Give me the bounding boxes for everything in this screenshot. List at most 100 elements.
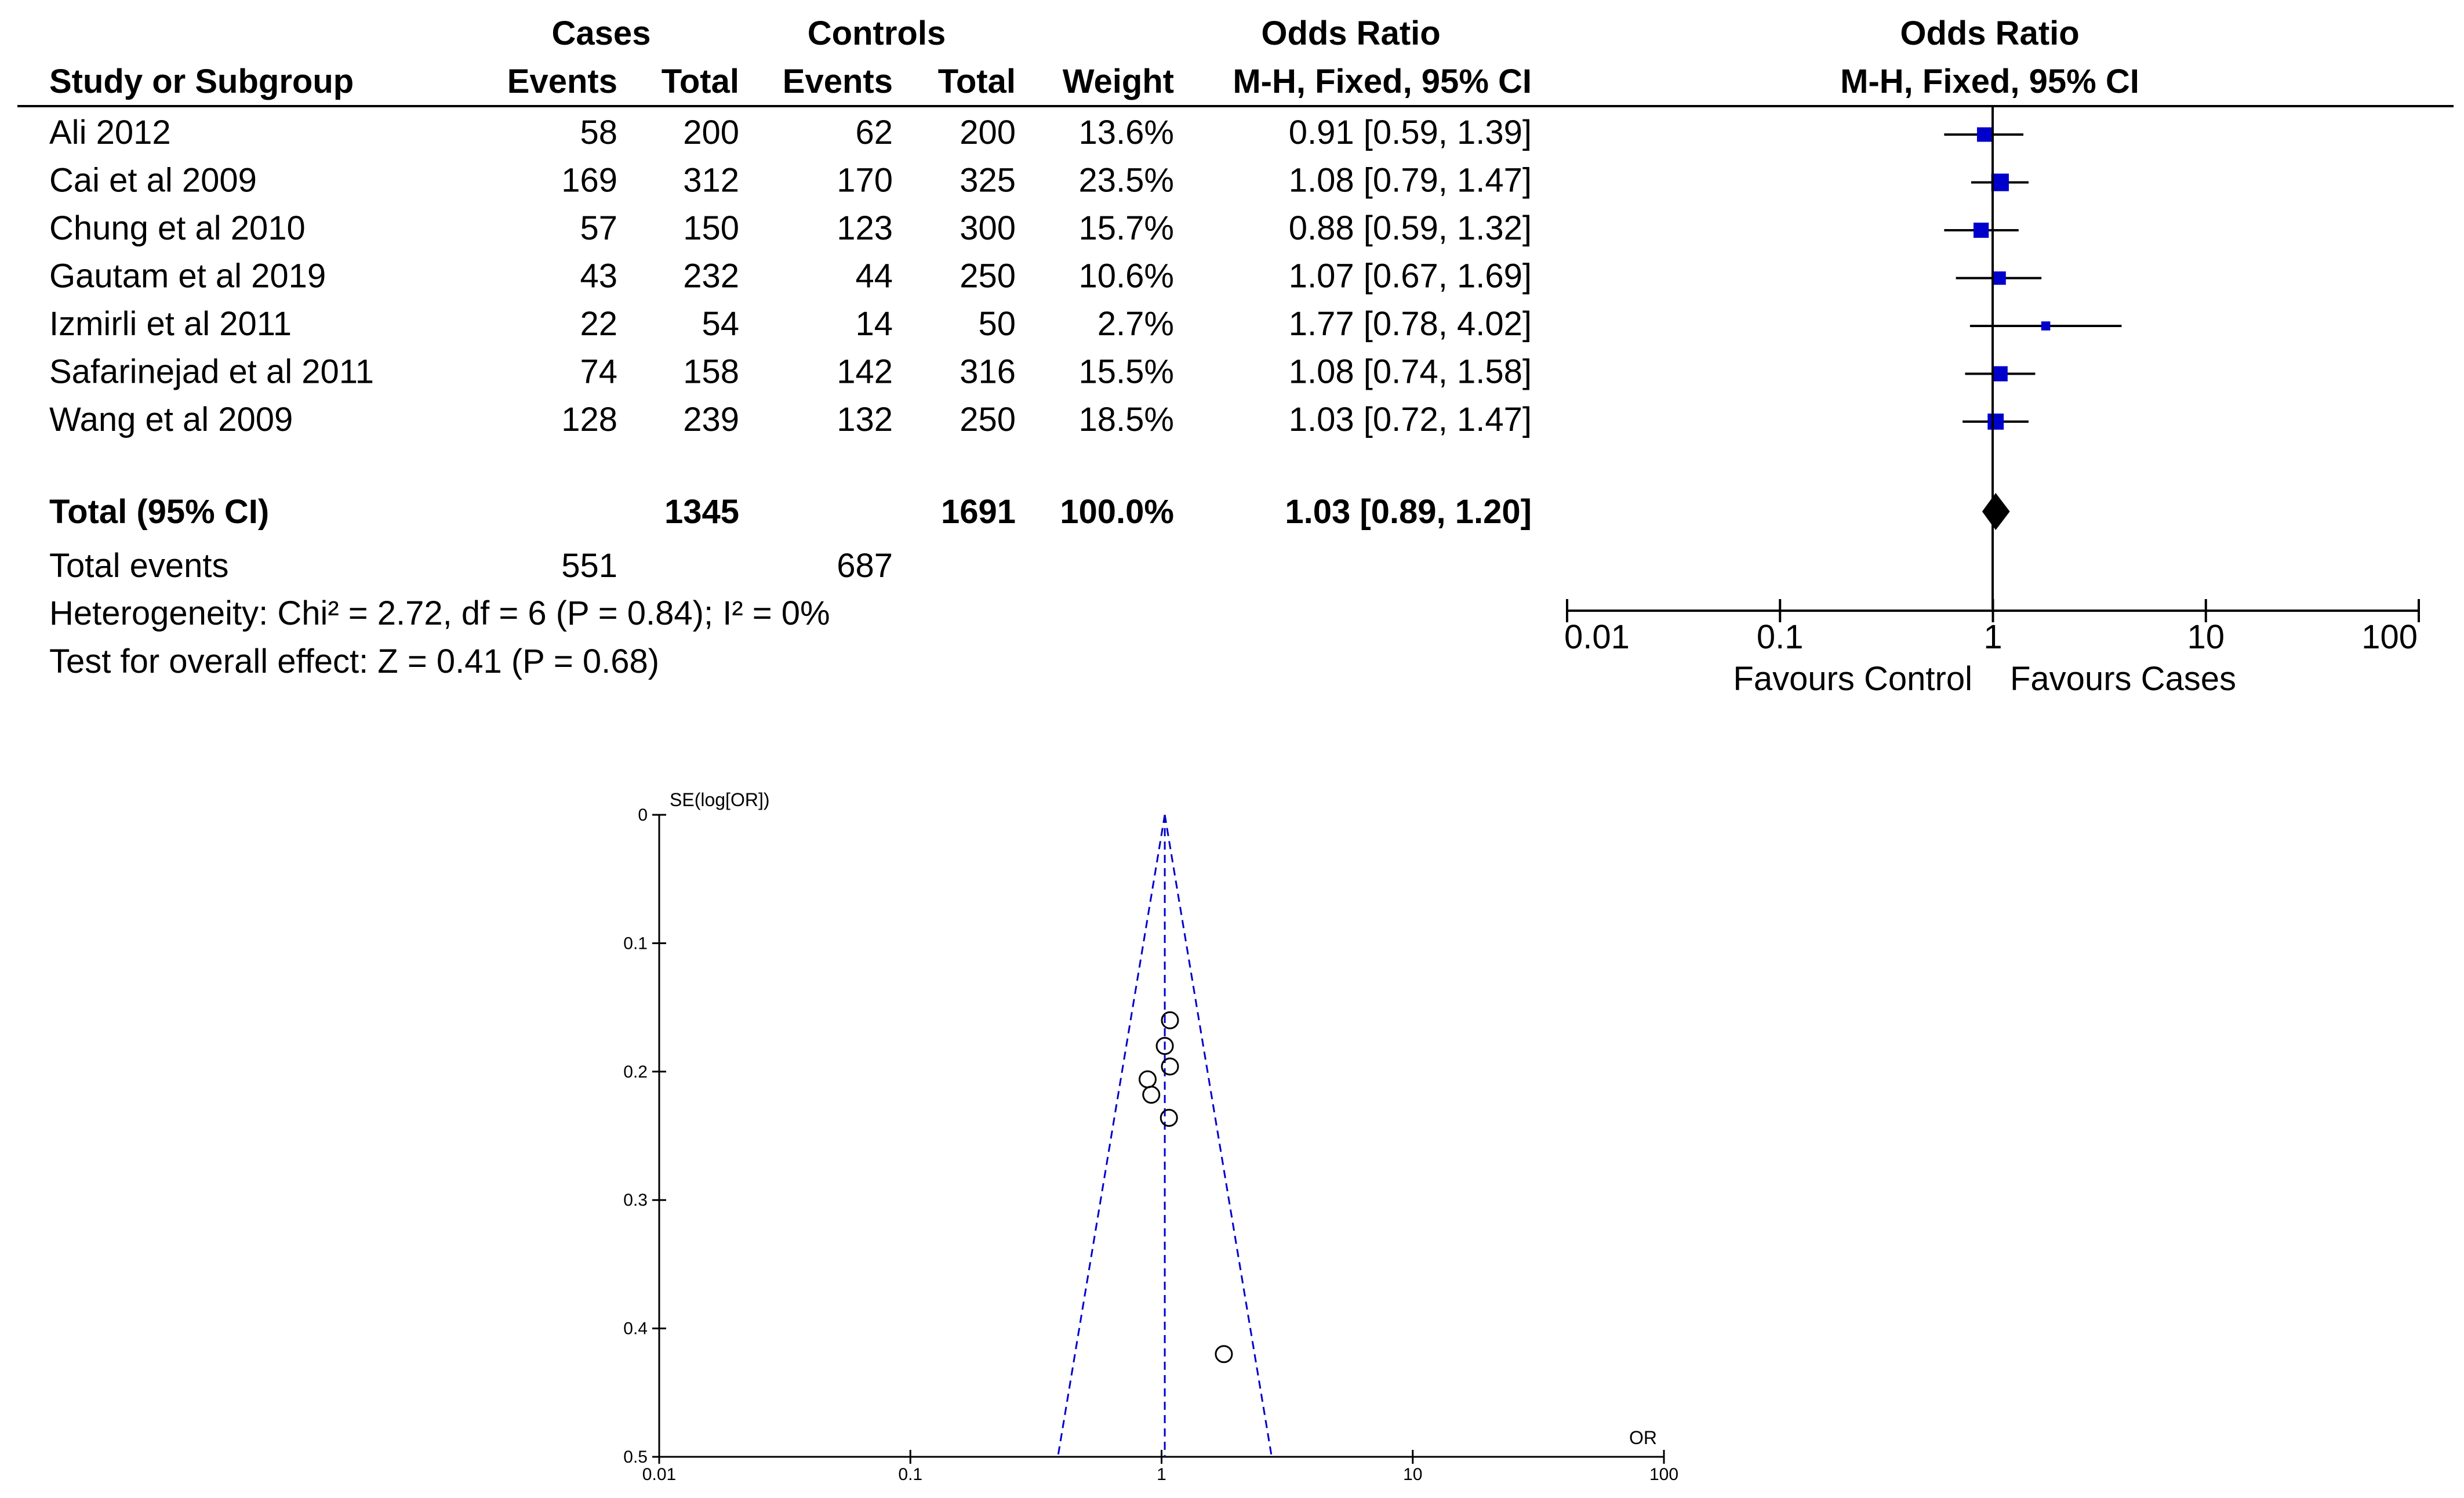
row-cases-total: 158 bbox=[683, 353, 739, 391]
row-ci-text: 1.77 [0.78, 4.02] bbox=[1289, 305, 1532, 343]
events-controls: 687 bbox=[837, 547, 893, 585]
funnel-left-boundary bbox=[1057, 814, 1166, 1457]
row-controls-total: 316 bbox=[960, 353, 1016, 391]
row-ci-text: 1.08 [0.74, 1.58] bbox=[1289, 353, 1532, 391]
forest-x-tick-label: 1 bbox=[1983, 618, 2002, 656]
row-weight: 2.7% bbox=[1097, 305, 1174, 343]
pooled-diamond bbox=[1982, 493, 2010, 530]
funnel-x-tick-label: 0.1 bbox=[898, 1465, 922, 1484]
forest-x-tick-label: 0.01 bbox=[1564, 618, 1630, 656]
row-study-name: Cai et al 2009 bbox=[49, 162, 257, 200]
point-estimate-square bbox=[1991, 173, 2009, 191]
row-cases-events: 128 bbox=[561, 401, 617, 438]
row-ci-text: 1.07 [0.67, 1.69] bbox=[1289, 257, 1532, 295]
funnel-y-tick-label: 0.2 bbox=[623, 1062, 648, 1082]
header-cases-events: Events bbox=[507, 63, 617, 100]
total-ci: 1.03 [0.89, 1.20] bbox=[1285, 493, 1532, 531]
total-label: Total (95% CI) bbox=[49, 493, 269, 531]
row-controls-events: 44 bbox=[855, 257, 893, 295]
funnel-point bbox=[1160, 1109, 1178, 1127]
funnel-x-tick-label: 10 bbox=[1403, 1465, 1422, 1484]
funnel-boundary bbox=[1057, 814, 1273, 1457]
row-cases-events: 169 bbox=[561, 162, 617, 200]
funnel-x-tick-label: 0.01 bbox=[642, 1465, 676, 1484]
row-study-name: Wang et al 2009 bbox=[49, 401, 293, 438]
header-plot-group: Odds Ratio bbox=[1900, 14, 2079, 52]
row-study-name: Izmirli et al 2011 bbox=[49, 305, 292, 343]
funnel-points bbox=[1138, 1011, 1233, 1363]
header-or-method: M-H, Fixed, 95% CI bbox=[1233, 63, 1532, 100]
row-weight: 15.7% bbox=[1079, 209, 1174, 247]
row-study-name: Ali 2012 bbox=[49, 114, 171, 151]
row-cases-total: 312 bbox=[683, 162, 739, 200]
row-controls-total: 200 bbox=[960, 114, 1016, 151]
funnel-x-tick-label: 100 bbox=[1649, 1465, 1678, 1484]
funnel-point bbox=[1138, 1070, 1157, 1089]
header-controls-group: Controls bbox=[808, 14, 946, 52]
forest-x-tick-label: 10 bbox=[2187, 618, 2225, 656]
row-controls-events: 123 bbox=[837, 209, 893, 247]
forest-x-ticks: 0.01 0.1 1 10 100 bbox=[1564, 599, 2420, 656]
row-cases-events: 58 bbox=[580, 114, 617, 151]
row-cases-total: 239 bbox=[683, 401, 739, 438]
funnel-x-label: OR bbox=[1629, 1427, 1657, 1448]
row-cases-events: 74 bbox=[580, 353, 617, 391]
header-plot-method: M-H, Fixed, 95% CI bbox=[1840, 63, 2139, 100]
row-weight: 10.6% bbox=[1079, 257, 1174, 295]
row-cases-events: 57 bbox=[580, 209, 617, 247]
events-cases: 551 bbox=[561, 547, 617, 585]
heterogeneity-text: Heterogeneity: Chi² = 2.72, df = 6 (P = … bbox=[49, 594, 830, 632]
header-study: Study or Subgroup bbox=[49, 63, 354, 100]
funnel-y-ticks: 0 0.1 0.2 0.3 0.4 0.5 bbox=[623, 806, 666, 1467]
funnel-point bbox=[1142, 1086, 1161, 1104]
funnel-point bbox=[1155, 1037, 1174, 1056]
row-controls-events: 132 bbox=[837, 401, 893, 438]
row-controls-total: 300 bbox=[960, 209, 1016, 247]
favours-cases-label: Favours Cases bbox=[2010, 660, 2236, 698]
total-cases: 1345 bbox=[664, 493, 739, 531]
row-study-name: Gautam et al 2019 bbox=[49, 257, 326, 295]
total-controls: 1691 bbox=[941, 493, 1016, 531]
point-estimate-square bbox=[2041, 321, 2051, 331]
row-controls-total: 250 bbox=[960, 257, 1016, 295]
funnel-y-tick-label: 0.5 bbox=[623, 1448, 648, 1467]
row-study-name: Safarinejad et al 2011 bbox=[49, 353, 374, 391]
header-or-group: Odds Ratio bbox=[1261, 14, 1440, 52]
funnel-point bbox=[1215, 1345, 1233, 1363]
row-weight: 13.6% bbox=[1079, 114, 1174, 151]
row-controls-events: 142 bbox=[837, 353, 893, 391]
funnel-point bbox=[1161, 1057, 1179, 1076]
point-estimate-square bbox=[1973, 222, 1989, 238]
forest-plot: Cases Controls Odds Ratio Odds Ratio Stu… bbox=[17, 14, 2454, 698]
row-controls-total: 325 bbox=[960, 162, 1016, 200]
row-ci-text: 0.88 [0.59, 1.32] bbox=[1289, 209, 1532, 247]
point-estimate-square bbox=[1987, 414, 2004, 430]
row-ci-text: 1.08 [0.79, 1.47] bbox=[1289, 162, 1532, 200]
point-estimate-square bbox=[1992, 271, 2006, 285]
forest-x-tick-label: 100 bbox=[2361, 618, 2418, 656]
funnel-point bbox=[1161, 1011, 1179, 1029]
funnel-x-ticks: 0.01 0.1 1 10 100 bbox=[642, 1450, 1678, 1484]
study-rows: Ali 2012 58 200 62 200 13.6% 0.91 [0.59, 1.39]… bbox=[49, 114, 2122, 438]
funnel-y-label: SE(log[OR]) bbox=[670, 789, 769, 810]
funnel-y-tick-label: 0 bbox=[638, 806, 648, 825]
row-ci-text: 1.03 [0.72, 1.47] bbox=[1289, 401, 1532, 438]
row-weight: 23.5% bbox=[1079, 162, 1174, 200]
point-estimate-square bbox=[1992, 366, 2008, 382]
row-controls-events: 170 bbox=[837, 162, 893, 200]
row-cases-events: 22 bbox=[580, 305, 617, 343]
row-controls-total: 250 bbox=[960, 401, 1016, 438]
forest-x-tick-label: 0.1 bbox=[1757, 618, 1804, 656]
funnel-right-boundary bbox=[1164, 814, 1273, 1457]
header-controls-total: Total bbox=[938, 63, 1016, 100]
header-cases-group: Cases bbox=[552, 14, 651, 52]
row-ci-text: 0.91 [0.59, 1.39] bbox=[1289, 114, 1532, 151]
row-cases-events: 43 bbox=[580, 257, 617, 295]
row-controls-total: 50 bbox=[978, 305, 1016, 343]
events-label: Total events bbox=[49, 547, 229, 585]
funnel-y-tick-label: 0.1 bbox=[623, 934, 648, 953]
funnel-x-tick-label: 1 bbox=[1157, 1465, 1166, 1484]
row-weight: 15.5% bbox=[1079, 353, 1174, 391]
favours-control-label: Favours Control bbox=[1733, 660, 1972, 698]
funnel-y-tick-label: 0.3 bbox=[623, 1191, 648, 1210]
